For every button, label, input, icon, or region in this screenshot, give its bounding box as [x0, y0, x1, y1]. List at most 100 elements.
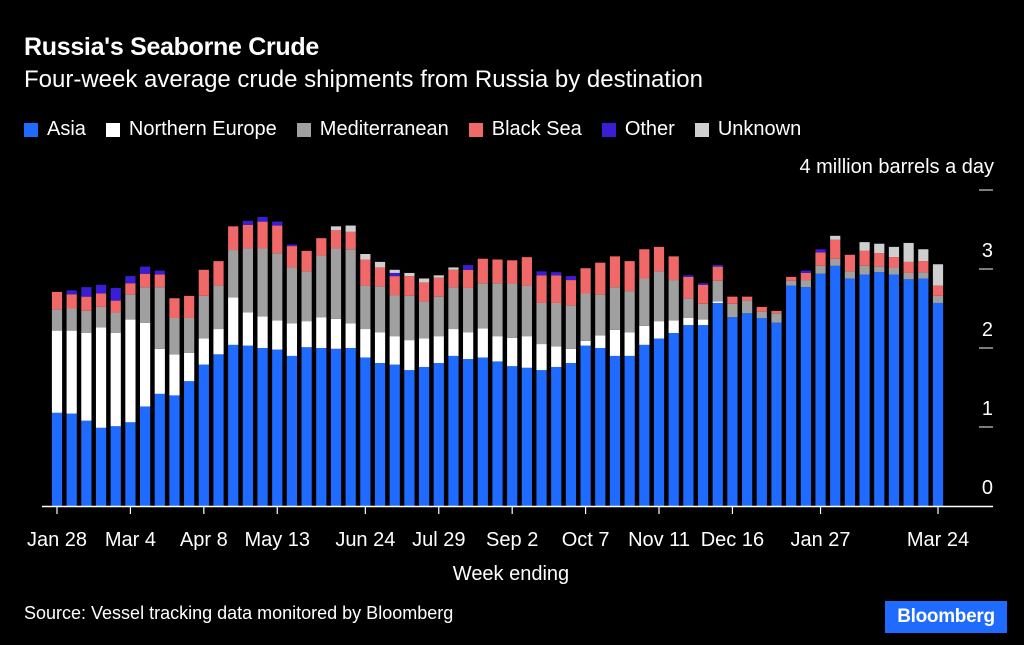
- bar-segment-black-sea: [507, 260, 518, 285]
- bloomberg-logo: Bloomberg: [885, 601, 1007, 633]
- bar-segment-northern-europe: [507, 337, 518, 367]
- bar-segment-asia: [932, 302, 944, 506]
- bar-segment-black-sea: [697, 284, 709, 304]
- bar-segment-mediterranean: [903, 272, 914, 280]
- bar-segment-northern-europe: [477, 328, 488, 358]
- bar-segment-northern-europe: [609, 329, 621, 356]
- bar-segment-black-sea: [800, 272, 811, 281]
- bar-segment-black-sea: [624, 261, 635, 292]
- bar-segment-northern-europe: [551, 346, 562, 367]
- x-axis-title: Week ending: [452, 563, 570, 585]
- y-axis-unit-label: 4 million barrels a day: [799, 156, 994, 178]
- x-tick-label: May 13: [244, 529, 310, 551]
- legend-item-mediterranean: Mediterranean: [296, 118, 449, 141]
- x-tick-label: Jul 29: [412, 529, 465, 551]
- bar-segment-black-sea: [815, 252, 826, 266]
- bar-segment-asia: [301, 347, 312, 506]
- bar-segment-mediterranean: [95, 306, 107, 328]
- bar-segment-black-sea: [140, 273, 151, 288]
- bar-segment-asia: [389, 364, 400, 506]
- bar-segment-asia: [595, 348, 606, 506]
- y-tick-label: 2: [982, 319, 993, 341]
- legend-label: Mediterranean: [319, 118, 449, 140]
- bar-segment-black-sea: [51, 291, 63, 310]
- bar-segment-northern-europe: [712, 301, 723, 303]
- bar-segment-black-sea: [742, 296, 753, 301]
- bar-segment-asia: [272, 349, 283, 506]
- legend-item-asia: Asia: [24, 118, 86, 141]
- bar-segment-asia: [580, 345, 591, 506]
- bar-segment-northern-europe: [448, 329, 459, 356]
- bar-segment-other: [66, 290, 77, 295]
- bar-segment-black-sea: [918, 261, 929, 273]
- bar-segment-other: [815, 249, 826, 253]
- bar-segment-asia: [697, 325, 709, 506]
- bar-segment-asia: [66, 413, 77, 506]
- bar-segment-asia: [404, 370, 415, 506]
- bar-segment-black-sea: [81, 296, 92, 311]
- bar-segment-northern-europe: [169, 354, 180, 396]
- bar-segment-unknown: [374, 261, 386, 268]
- bar-segment-mediterranean: [110, 312, 121, 333]
- bar-segment-asia: [330, 348, 342, 506]
- bar-segment-mediterranean: [184, 317, 195, 353]
- bar-segment-mediterranean: [507, 284, 518, 338]
- bar-segment-asia: [110, 426, 121, 506]
- bar-segment-northern-europe: [463, 332, 474, 360]
- bar-segment-black-sea: [213, 261, 224, 286]
- bar-segment-asia: [81, 420, 92, 506]
- bar-segment-unknown: [859, 242, 870, 251]
- bar-segment-asia: [521, 367, 532, 506]
- bar-segment-northern-europe: [374, 332, 386, 364]
- bar-segment-northern-europe: [536, 344, 547, 371]
- bar-segment-black-sea: [169, 298, 180, 318]
- bar-segment-mediterranean: [844, 271, 855, 279]
- bar-segment-asia: [286, 355, 298, 506]
- bar-segment-mediterranean: [492, 283, 503, 337]
- bar-segment-asia: [169, 395, 180, 506]
- bar-segment-mediterranean: [433, 296, 444, 337]
- bar-segment-mediterranean: [66, 308, 77, 331]
- bar-segment-other: [110, 287, 121, 301]
- bar-segment-asia: [242, 345, 253, 506]
- bar-segment-mediterranean: [536, 302, 547, 345]
- bar-segment-asia: [154, 393, 165, 506]
- bar-segment-northern-europe: [154, 348, 165, 394]
- bar-segment-mediterranean: [815, 265, 826, 274]
- bar-segment-black-sea: [727, 296, 738, 304]
- bar-segment-mediterranean: [771, 313, 782, 323]
- bar-segment-northern-europe: [330, 318, 342, 349]
- bar-segment-black-sea: [653, 246, 665, 272]
- bar-segment-black-sea: [477, 258, 488, 284]
- bar-segment-mediterranean: [374, 286, 386, 333]
- bar-segment-black-sea: [448, 269, 459, 288]
- bar-segment-mediterranean: [830, 258, 841, 266]
- bar-segment-mediterranean: [154, 287, 165, 349]
- bar-segment-northern-europe: [51, 330, 63, 413]
- bar-segment-black-sea: [404, 276, 415, 296]
- bar-segment-mediterranean: [683, 298, 694, 318]
- bar-segment-black-sea: [272, 225, 283, 254]
- bar-segment-black-sea: [580, 268, 591, 294]
- bar-segment-mediterranean: [727, 303, 738, 318]
- bar-segment-asia: [418, 366, 430, 506]
- legend-item-black-sea: Black Sea: [468, 118, 582, 141]
- bar-segment-mediterranean: [932, 295, 944, 303]
- bar-segment-asia: [771, 322, 782, 506]
- bar-segment-unknown: [830, 235, 841, 240]
- bar-segment-northern-europe: [697, 319, 709, 326]
- bar-segment-mediterranean: [653, 271, 665, 322]
- bar-segment-northern-europe: [301, 321, 312, 348]
- bar-segment-mediterranean: [286, 267, 298, 324]
- bar-segment-asia: [477, 357, 488, 506]
- bar-segment-northern-europe: [345, 323, 356, 348]
- bar-segment-asia: [874, 272, 885, 506]
- legend-label: Black Sea: [491, 118, 582, 140]
- bar-segment-northern-europe: [286, 323, 298, 356]
- bar-segment-black-sea: [771, 310, 782, 314]
- bar-segment-asia: [507, 366, 518, 506]
- bar-segment-northern-europe: [66, 330, 77, 414]
- bar-segment-mediterranean: [198, 295, 209, 339]
- bar-segment-asia: [800, 287, 811, 506]
